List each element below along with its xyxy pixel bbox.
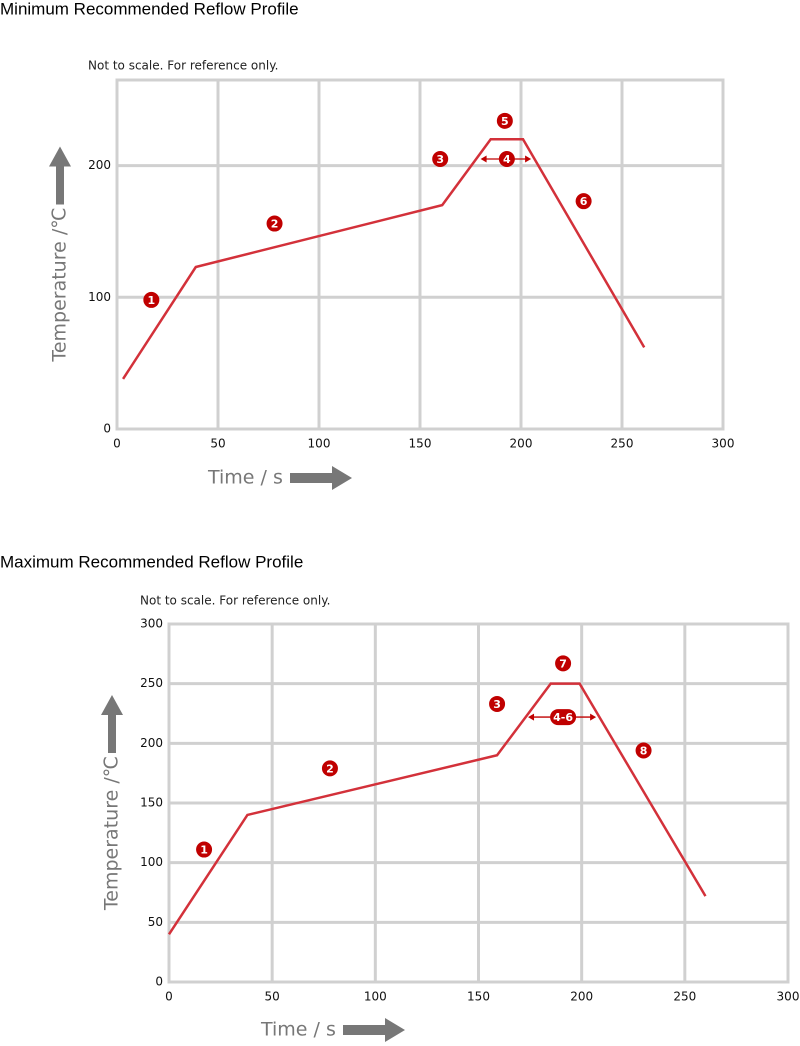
arrow-head bbox=[590, 713, 597, 721]
x-tick-label: 0 bbox=[165, 990, 173, 1004]
annotation-label: 5 bbox=[501, 115, 509, 128]
y-tick-label: 50 bbox=[148, 915, 163, 929]
annotation-label: 2 bbox=[326, 762, 334, 775]
chart-title: Maximum Recommended Reflow Profile bbox=[0, 552, 303, 571]
annotation-label: 3 bbox=[436, 153, 444, 166]
annotation-marker bbox=[266, 215, 283, 232]
arrow-head bbox=[525, 155, 532, 163]
annotation-marker bbox=[555, 655, 572, 672]
annotation-label: 7 bbox=[559, 657, 567, 670]
annotation-marker bbox=[575, 193, 592, 210]
y-axis-arrow bbox=[101, 695, 123, 753]
annotation-marker bbox=[196, 841, 213, 858]
annotation-marker bbox=[496, 112, 513, 129]
annotation-marker bbox=[143, 291, 160, 308]
annotation-label: 8 bbox=[640, 744, 648, 757]
x-tick-label: 100 bbox=[364, 990, 387, 1004]
x-tick-label: 250 bbox=[673, 990, 696, 1004]
x-tick-label: 250 bbox=[611, 437, 634, 451]
y-axis-label: Temperature /℃ bbox=[101, 756, 123, 911]
x-axis-arrow bbox=[290, 466, 352, 490]
x-axis-arrow bbox=[343, 1018, 405, 1042]
x-tick-label: 150 bbox=[409, 437, 432, 451]
x-axis-label: Time / s bbox=[260, 1019, 336, 1041]
annotation-label: 3 bbox=[493, 698, 501, 711]
x-tick-label: 300 bbox=[777, 990, 800, 1004]
y-tick-label: 300 bbox=[140, 617, 163, 631]
data-line bbox=[167, 682, 707, 935]
chart-subtitle: Not to scale. For reference only. bbox=[140, 594, 330, 608]
y-tick-label: 200 bbox=[140, 736, 163, 750]
y-tick-label: 250 bbox=[140, 676, 163, 690]
annotation-label: 2 bbox=[271, 218, 279, 231]
annotation-marker bbox=[432, 151, 449, 168]
annotation-marker bbox=[635, 742, 652, 759]
arrow-head bbox=[480, 155, 487, 163]
chart-subtitle: Not to scale. For reference only. bbox=[88, 59, 278, 73]
annotation-marker bbox=[489, 695, 506, 712]
x-tick-label: 100 bbox=[308, 437, 331, 451]
x-axis-label: Time / s bbox=[207, 467, 283, 489]
x-tick-label: 50 bbox=[210, 437, 225, 451]
y-axis-label: Temperature /℃ bbox=[49, 207, 71, 362]
y-tick-label: 0 bbox=[103, 422, 111, 436]
x-tick-label: 300 bbox=[712, 437, 735, 451]
x-tick-label: 0 bbox=[113, 437, 121, 451]
annotation-label: 1 bbox=[148, 294, 156, 307]
annotation-marker bbox=[321, 760, 338, 777]
x-tick-label: 200 bbox=[510, 437, 533, 451]
annotation-label: 1 bbox=[200, 844, 208, 857]
y-tick-label: 0 bbox=[155, 975, 163, 989]
y-tick-label: 150 bbox=[140, 796, 163, 810]
annotation-label: 4-6 bbox=[553, 711, 573, 724]
annotation-marker bbox=[498, 151, 515, 168]
x-tick-label: 50 bbox=[265, 990, 280, 1004]
y-tick-label: 100 bbox=[88, 290, 111, 304]
annotation-label: 4 bbox=[503, 153, 511, 166]
data-line bbox=[122, 138, 646, 380]
annotation-label: 6 bbox=[580, 195, 588, 208]
chart-title: Minimum Recommended Reflow Profile bbox=[0, 0, 299, 18]
y-tick-label: 200 bbox=[88, 158, 111, 172]
x-tick-label: 200 bbox=[570, 990, 593, 1004]
y-axis-arrow bbox=[49, 146, 71, 205]
y-tick-label: 100 bbox=[140, 855, 163, 869]
annotation-marker bbox=[550, 709, 577, 726]
x-tick-label: 150 bbox=[467, 990, 490, 1004]
arrow-head bbox=[528, 713, 535, 721]
